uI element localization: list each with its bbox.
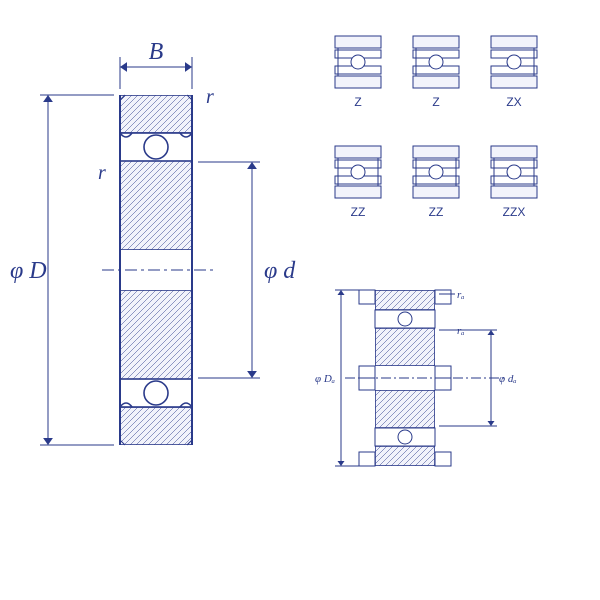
svg-text:B: B [149,39,164,65]
svg-text:ZZ: ZZ [351,205,366,219]
svg-text:ZX: ZX [506,95,521,109]
bearing-diagram: Brrφ Dφ dZZZXZZZZZZXrₐrₐφ Dₐφ dₐ [0,0,600,600]
svg-text:ZZ: ZZ [429,205,444,219]
svg-text:φ d: φ d [264,258,296,284]
svg-text:Z: Z [354,95,361,109]
svg-text:φ Dₐ: φ Dₐ [315,373,335,385]
svg-text:rₐ: rₐ [457,325,465,337]
svg-text:r: r [206,86,214,108]
svg-text:Z: Z [432,95,439,109]
svg-text:φ D: φ D [10,258,47,284]
svg-text:ZZX: ZZX [503,205,526,219]
svg-text:r: r [98,162,106,184]
svg-text:φ dₐ: φ dₐ [499,373,517,385]
svg-text:rₐ: rₐ [457,289,465,301]
